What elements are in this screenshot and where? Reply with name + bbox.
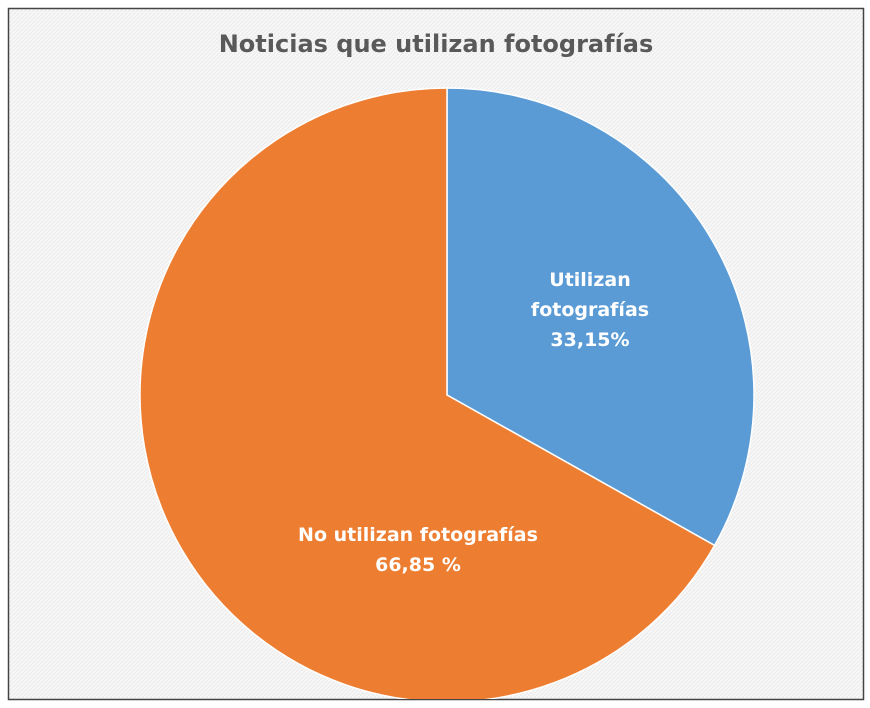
value-label: 33,15% [550,329,630,351]
data-label: No utilizan fotografías 66,85 % [238,520,598,580]
category-label: Utilizan fotografías [530,269,650,321]
value-label: 66,85 % [375,554,461,576]
chart-title: Noticias que utilizan fotografías [218,30,654,58]
pie-slice [446,87,755,547]
data-label: Utilizan fotografías 33,15% [525,265,655,355]
pie [139,87,755,699]
pie-slice [139,87,716,699]
category-label: No utilizan fotografías [298,524,538,546]
